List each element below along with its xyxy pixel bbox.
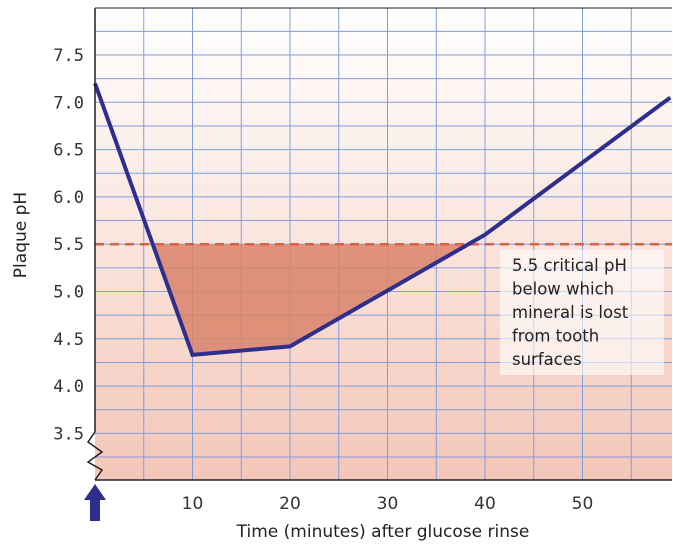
y-tick-label: 7.5 [53, 46, 84, 66]
tick-labels: 7.5 7.0 6.5 6.0 5.5 5.0 4.5 4.0 3.5 10 20 30 40 50 [53, 46, 593, 514]
x-tick-label: 30 [377, 494, 399, 514]
y-tick-label: 3.5 [53, 424, 84, 444]
y-tick-label: 6.5 [53, 141, 84, 161]
annotation: 5.5 critical pH below which mineral is los… [512, 256, 629, 369]
y-tick-label: 5.0 [53, 283, 84, 303]
y-tick-label: 7.0 [53, 93, 84, 113]
x-tick-label: 10 [182, 494, 204, 514]
annotation-line: from tooth [512, 327, 599, 346]
x-tick-label: 40 [474, 494, 496, 514]
glucose-rinse-arrow-icon [84, 484, 106, 521]
annotation-box [500, 250, 664, 375]
y-tick-label: 5.5 [53, 235, 84, 255]
y-tick-label: 6.0 [53, 188, 84, 208]
annotation-line: below which [512, 280, 614, 299]
axes [84, 7, 672, 521]
ph-series-line [93, 82, 672, 358]
shaded-region [152, 244, 469, 355]
x-tick-label: 20 [279, 494, 301, 514]
annotation-line: mineral is lost [512, 303, 629, 322]
x-axis-title: Time (minutes) after glucose rinse [236, 522, 530, 542]
y-axis-title: Plaque pH [11, 192, 31, 278]
critical-region-fill [152, 244, 469, 355]
annotation-line: 5.5 critical pH [512, 256, 627, 275]
y-tick-label: 4.5 [53, 330, 84, 350]
series-layer [93, 82, 672, 358]
y-tick-label: 4.0 [53, 377, 84, 397]
annotation-line: surfaces [512, 350, 582, 369]
y-axis-break-zigzag [86, 431, 104, 481]
x-tick-label: 50 [572, 494, 594, 514]
